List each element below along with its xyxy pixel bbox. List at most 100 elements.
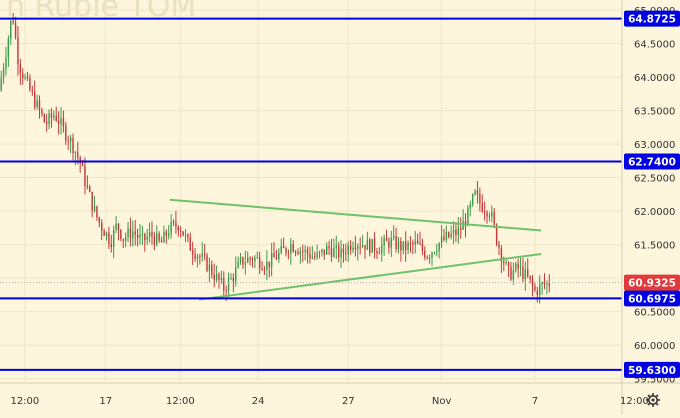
candle-body [337, 245, 340, 258]
candle-body [29, 78, 31, 90]
trend-line-upper[interactable] [169, 198, 542, 232]
y-tick-label: 59.5000 [634, 375, 675, 386]
candle-body [321, 249, 323, 252]
candle-body [213, 274, 215, 280]
candle-body [218, 273, 220, 281]
y-tick-label: 64.5000 [634, 40, 675, 51]
candle-body [266, 261, 268, 270]
candle-body [230, 277, 232, 279]
candle-body [100, 222, 103, 231]
candle-body [7, 38, 10, 58]
candle-body [471, 194, 474, 205]
candle-body [510, 267, 512, 280]
candle-body [74, 152, 77, 154]
candle-body [361, 245, 364, 247]
candle-body [383, 238, 385, 246]
candle-body [426, 257, 428, 259]
candle-body [146, 236, 148, 241]
candle-body [2, 68, 5, 78]
grid [0, 0, 622, 382]
candle-body [81, 163, 84, 166]
y-tick-label: 60.5000 [634, 308, 675, 319]
candle-body [38, 100, 41, 110]
candle-body [302, 250, 304, 252]
candle-body [175, 221, 177, 227]
candle-body [474, 190, 476, 195]
candle-body [392, 235, 395, 238]
candle-body [543, 282, 546, 285]
candle-body [416, 241, 419, 244]
candle-body [381, 245, 383, 254]
candle-body [273, 253, 275, 258]
candle-body [278, 252, 280, 260]
candle-body [270, 253, 273, 268]
candle-body [263, 269, 266, 271]
candle-body [165, 231, 168, 236]
candle-body [548, 282, 550, 286]
candle-body [72, 137, 74, 154]
candle-body [404, 241, 407, 251]
level-badge [624, 361, 680, 378]
candle-body [325, 246, 328, 255]
candle-body [349, 245, 352, 251]
candle-body [323, 249, 326, 255]
candle-body [163, 231, 165, 243]
trend-lines[interactable] [169, 198, 542, 301]
candle-body [124, 237, 127, 241]
candle-body [507, 262, 510, 268]
candle-body [12, 21, 14, 23]
candle-body [36, 100, 38, 108]
candle-body [407, 242, 409, 251]
trend-line-lower[interactable] [198, 253, 542, 301]
settings-button[interactable] [646, 393, 660, 407]
candle-body [203, 253, 206, 256]
candle-body [127, 228, 129, 238]
candle-body [191, 250, 194, 255]
candle-body [450, 233, 452, 238]
candle-body [110, 244, 113, 248]
candle-body [534, 285, 536, 291]
y-tick-label: 60.0000 [634, 341, 675, 352]
candle-body [24, 77, 26, 79]
candle-body [428, 257, 431, 259]
candle-body [433, 252, 436, 254]
candle-body [139, 235, 141, 238]
candle-body [297, 252, 299, 255]
candle-body [196, 256, 199, 259]
candle-body [65, 125, 67, 141]
gear-icon[interactable] [646, 393, 660, 407]
candle-body [141, 233, 144, 236]
candle-body [460, 227, 462, 230]
candle-body [373, 238, 376, 252]
candle-body [33, 91, 36, 108]
candle-body [515, 263, 517, 271]
horizontal-levels[interactable] [0, 17, 622, 371]
level-badge-label: 60.6975 [628, 293, 676, 305]
candle-body [172, 221, 175, 223]
candle-body [457, 227, 460, 236]
candle-body [512, 270, 515, 280]
candle-body [335, 245, 337, 248]
candle-body [333, 247, 335, 257]
candle-body [134, 231, 136, 235]
candle-body [455, 229, 457, 236]
x-tick-label: Nov [432, 396, 452, 407]
candle-body [201, 253, 203, 257]
candle-body [151, 232, 153, 237]
candle-body [452, 229, 455, 234]
candle-body [227, 278, 230, 291]
candle-body [235, 267, 237, 282]
candle-body [395, 235, 397, 249]
candle-body [292, 244, 294, 252]
candle-body [527, 269, 529, 276]
candle-body [115, 223, 117, 230]
candle-body [242, 257, 244, 265]
candle-body [419, 243, 421, 245]
y-tick-label: 63.5000 [634, 107, 675, 118]
time-axis[interactable]: 12:00 17 12:00 24 27 Nov 7 12:00 [0, 382, 680, 407]
candle-body [390, 237, 393, 248]
candle-body [364, 245, 366, 250]
candle-body [184, 234, 187, 236]
